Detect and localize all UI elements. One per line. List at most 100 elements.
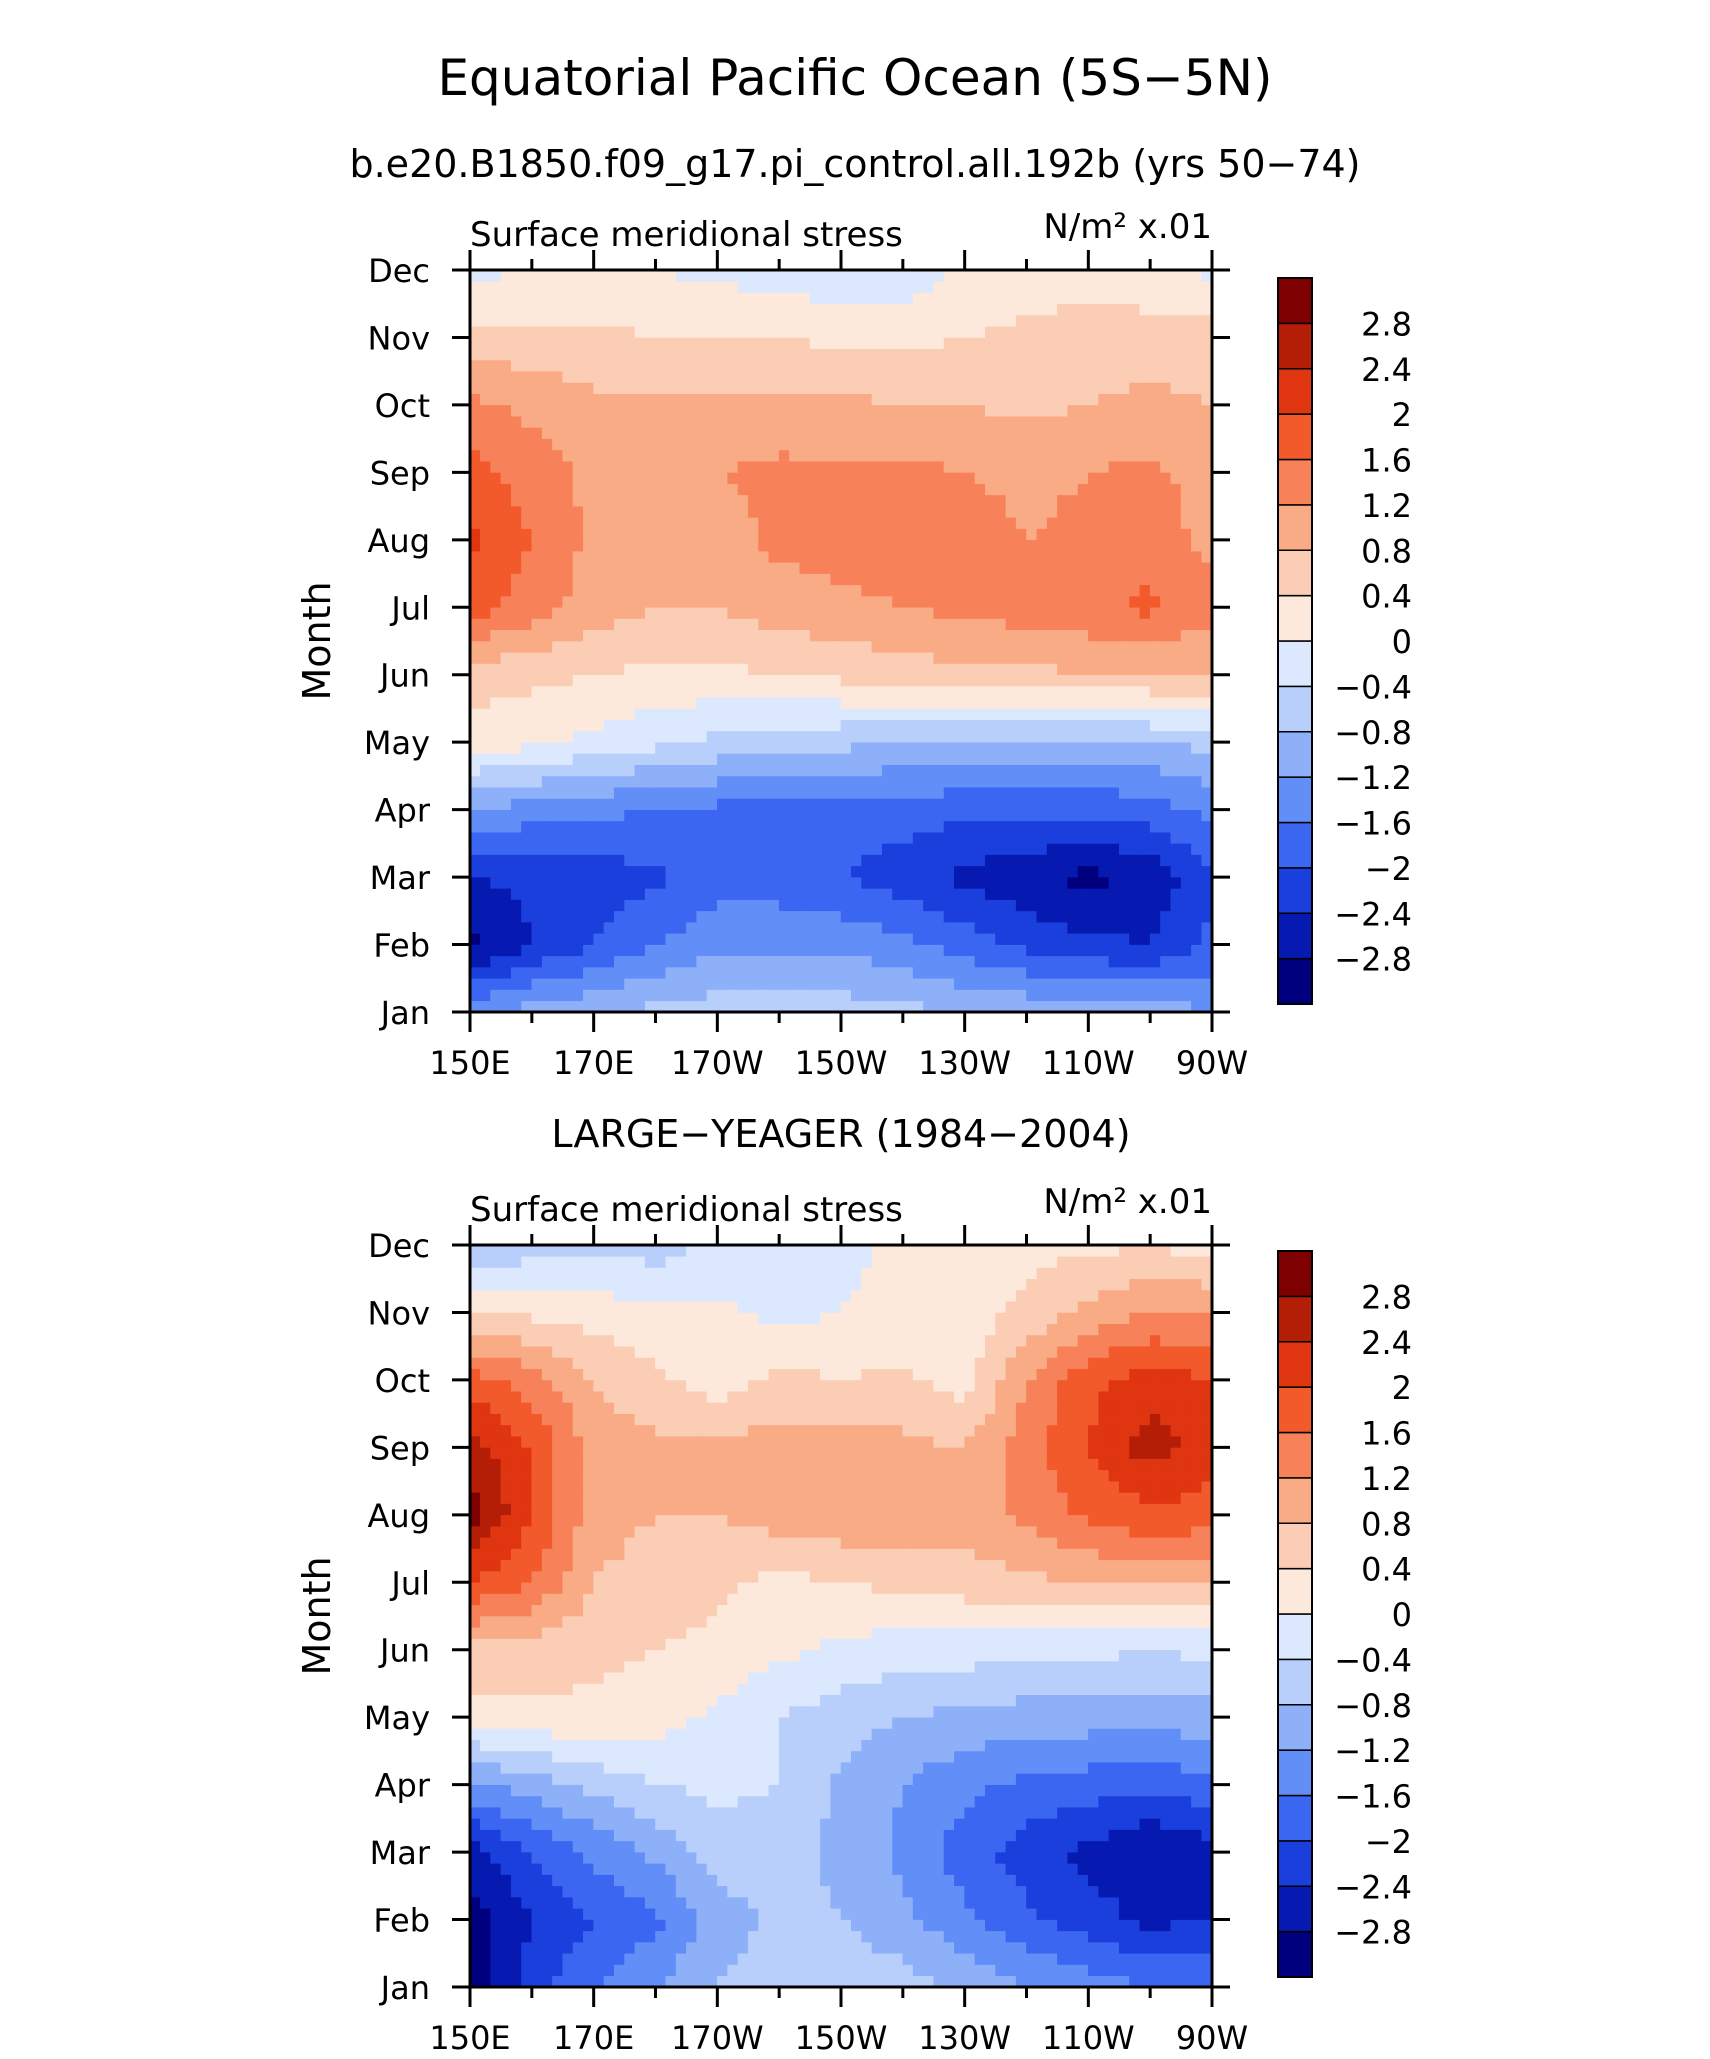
contour-cell: [1046, 292, 1058, 305]
contour-cell: [1108, 989, 1120, 1002]
contour-cell: [1201, 685, 1212, 698]
contour-cell: [1160, 292, 1172, 305]
contour-cell: [943, 550, 955, 563]
contour-cell: [1077, 382, 1089, 394]
contour-cell: [1046, 798, 1058, 810]
contour-cell: [613, 674, 625, 687]
contour-cell: [840, 303, 852, 316]
contour-cell: [470, 933, 481, 945]
contour-cell: [562, 539, 574, 552]
contour-cell: [1191, 348, 1202, 361]
contour-cell: [521, 775, 533, 788]
contour-cell: [830, 606, 842, 619]
contour-cell: [593, 663, 605, 676]
contour-cell: [686, 955, 698, 968]
contour-cell: [1057, 584, 1069, 597]
contour-cell: [1026, 303, 1038, 316]
contour-cell: [758, 539, 770, 552]
contour-cell: [1160, 685, 1172, 698]
contour-cell: [686, 449, 698, 462]
contour-cell: [778, 483, 790, 496]
contour-cell: [974, 337, 986, 349]
contour-cell: [531, 562, 543, 574]
contour-cell: [758, 337, 770, 349]
contour-cell: [892, 719, 904, 732]
contour-cell: [799, 595, 811, 608]
contour-cell: [490, 449, 502, 462]
contour-cell: [572, 910, 584, 923]
contour-cell: [552, 876, 564, 889]
contour-cell: [686, 528, 698, 541]
contour-cell: [809, 786, 821, 799]
contour-cell: [768, 528, 780, 541]
contour-cell: [572, 888, 584, 900]
contour-cell: [1005, 820, 1017, 833]
contour-cell: [995, 820, 1007, 833]
contour-cell: [1149, 292, 1161, 305]
contour-cell: [1026, 775, 1038, 788]
contour-cell: [1015, 550, 1027, 563]
contour-cell: [583, 1964, 594, 1977]
contour-cell: [1118, 899, 1130, 912]
contour-cell: [1036, 843, 1048, 855]
contour-cell: [737, 517, 749, 529]
contour-cell: [820, 1975, 831, 1987]
contour-cell: [583, 382, 594, 394]
contour-cell: [665, 820, 677, 833]
contour-cell: [624, 562, 636, 574]
contour-cell: [1088, 629, 1099, 642]
contour-cell: [964, 663, 976, 676]
contour-cell: [1088, 786, 1099, 799]
contour-cell: [995, 831, 1007, 844]
contour-cell: [789, 595, 801, 608]
contour-cell: [830, 955, 842, 968]
contour-cell: [1149, 314, 1161, 327]
contour-cell: [871, 820, 883, 833]
contour-cell: [809, 539, 821, 552]
contour-cell: [995, 865, 1007, 878]
contour-cell: [665, 1975, 677, 1987]
contour-cell: [943, 753, 955, 765]
contour-cell: [613, 280, 625, 293]
contour-cell: [583, 348, 594, 361]
contour-cell: [1067, 449, 1079, 462]
contour-cell: [634, 280, 646, 293]
contour-cell: [1077, 449, 1089, 462]
contour-cell: [1160, 348, 1172, 361]
contour-cell: [1046, 854, 1058, 867]
contour-cell: [933, 674, 945, 687]
contour-cell: [655, 292, 667, 305]
contour-cell: [583, 550, 594, 563]
contour-cell: [510, 460, 522, 473]
contour-cell: [964, 606, 976, 619]
contour-cell: [912, 820, 924, 833]
contour-cell: [984, 393, 996, 406]
contour-cell: [603, 910, 615, 923]
colorbar-swatch: [1277, 594, 1313, 642]
contour-cell: [902, 539, 914, 552]
contour-cell: [552, 393, 564, 406]
contour-cell: [521, 685, 533, 698]
contour-cell: [984, 550, 996, 563]
contour-cell: [1149, 528, 1161, 541]
contour-cell: [1201, 517, 1212, 529]
contour-cell: [510, 685, 522, 698]
contour-cell: [696, 730, 708, 743]
contour-cell: [696, 393, 708, 406]
contour-cell: [902, 663, 914, 676]
contour-cell: [768, 370, 780, 383]
contour-cell: [964, 921, 976, 934]
contour-cell: [531, 685, 543, 698]
contour-cell: [1108, 1975, 1120, 1987]
contour-cell: [892, 573, 904, 586]
contour-cell: [1005, 303, 1017, 316]
contour-cell: [1026, 798, 1038, 810]
contour-cell: [562, 472, 574, 484]
contour-cell: [727, 674, 739, 687]
contour-cell: [562, 640, 574, 653]
contour-cell: [717, 910, 728, 923]
contour-cell: [881, 910, 893, 923]
contour-cell: [1026, 584, 1038, 597]
contour-cell: [500, 337, 512, 349]
contour-cell: [696, 966, 708, 979]
